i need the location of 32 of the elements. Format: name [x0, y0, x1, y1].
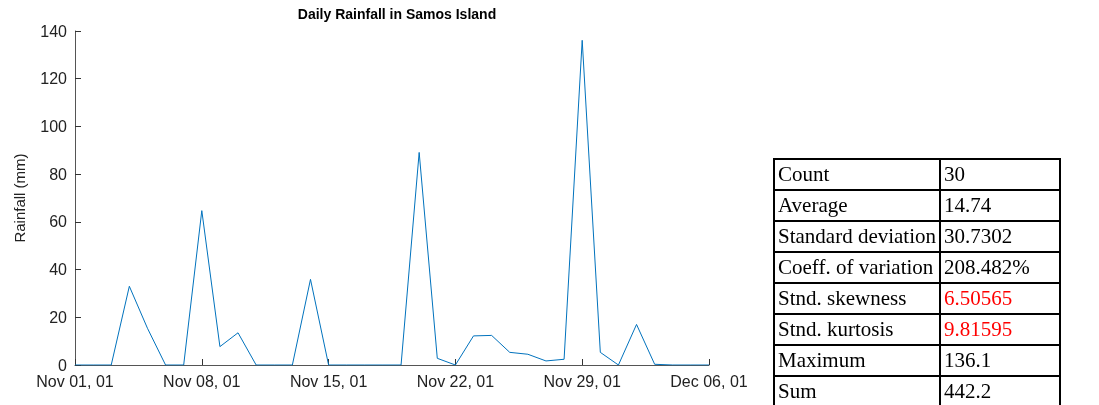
text: 136.1 — [944, 348, 992, 372]
text: 30 — [944, 162, 966, 186]
y-tick-label: 40 — [49, 261, 68, 279]
y-tick-label: 0 — [58, 356, 68, 374]
category-label: Coeff. of variation — [774, 252, 941, 283]
chart-title: Daily Rainfall in Samos Island — [297, 6, 497, 22]
y-tick-label: 80 — [49, 165, 68, 183]
x-tick-label: Nov 01, 01 — [36, 372, 114, 390]
y-tick-label: 100 — [40, 117, 68, 135]
category-label: Maximum — [774, 345, 941, 376]
text: 9.81595 — [944, 317, 1013, 341]
category-label: Stnd. skewness — [774, 283, 941, 314]
text: 208.482% — [944, 255, 1030, 279]
x-tick-label: Nov 08, 01 — [163, 372, 241, 390]
y-tick-label: 120 — [40, 70, 68, 88]
y-tick-label: 140 — [40, 22, 68, 40]
y-tick-label: 20 — [49, 308, 68, 326]
category-label: Sum — [774, 376, 941, 405]
y-axis-title: Rainfall (mm) — [11, 153, 28, 243]
x-tick-label: Nov 22, 01 — [416, 372, 495, 390]
text: 14.74 — [944, 193, 992, 217]
x-tick-label: Nov 29, 01 — [543, 372, 621, 390]
text: 442.2 — [944, 379, 992, 403]
x-tick-label: Nov 15, 01 — [289, 372, 368, 390]
x-tick-label: Dec 06, 01 — [670, 372, 748, 390]
y-tick-label: 60 — [49, 213, 68, 231]
category-label: Standard deviation — [774, 221, 941, 252]
category-label: Average — [774, 190, 941, 221]
text: 6.50565 — [944, 286, 1013, 310]
category-label: Count — [774, 159, 941, 190]
category-label: Stnd. kurtosis — [774, 314, 941, 345]
text: 30.7302 — [944, 224, 1013, 248]
